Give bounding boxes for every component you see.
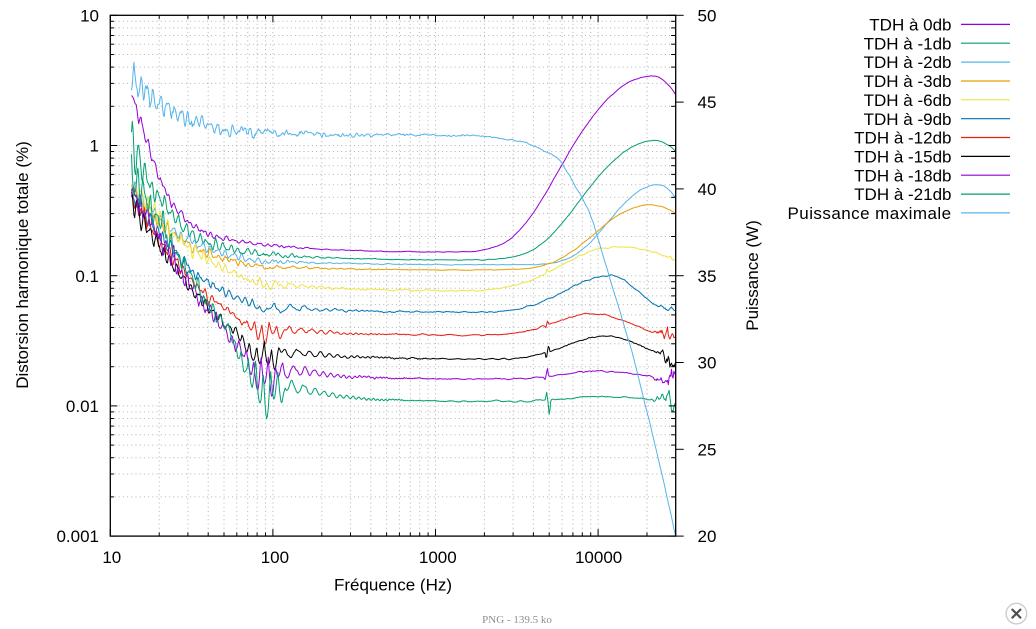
svg-text:25: 25 (698, 440, 717, 459)
svg-text:TDH à -1db: TDH à -1db (864, 34, 952, 53)
svg-text:TDH à -2db: TDH à -2db (864, 53, 952, 72)
svg-text:0.001: 0.001 (56, 527, 99, 546)
svg-text:50: 50 (698, 6, 717, 25)
svg-text:TDH à -12db: TDH à -12db (854, 129, 951, 148)
svg-text:TDH à -6db: TDH à -6db (864, 91, 952, 110)
svg-text:0.1: 0.1 (75, 267, 99, 286)
svg-text:100: 100 (261, 548, 289, 567)
svg-text:TDH à -18db: TDH à -18db (854, 166, 951, 185)
svg-text:TDH à -21db: TDH à -21db (854, 185, 951, 204)
svg-text:Puissance maximale: Puissance maximale (788, 204, 952, 223)
svg-text:TDH à -9db: TDH à -9db (864, 110, 952, 129)
svg-text:TDH à -15db: TDH à -15db (854, 148, 951, 167)
svg-text:30: 30 (698, 354, 717, 373)
svg-text:TDH à -3db: TDH à -3db (864, 72, 952, 91)
svg-text:35: 35 (698, 267, 717, 286)
svg-text:1: 1 (90, 137, 99, 156)
svg-text:10: 10 (102, 548, 121, 567)
svg-text:20: 20 (698, 527, 717, 546)
svg-text:10000: 10000 (575, 548, 622, 567)
svg-text:1000: 1000 (419, 548, 457, 567)
svg-text:Distorsion harmonique totale (: Distorsion harmonique totale (%) (13, 141, 32, 389)
svg-text:40: 40 (698, 180, 717, 199)
svg-text:45: 45 (698, 93, 717, 112)
svg-text:10: 10 (80, 6, 99, 25)
svg-text:Fréquence (Hz): Fréquence (Hz) (334, 576, 452, 595)
svg-text:Puissance (W): Puissance (W) (743, 220, 762, 331)
svg-text:PNG - 139.5 ko: PNG - 139.5 ko (482, 614, 552, 626)
svg-text:0.01: 0.01 (66, 397, 99, 416)
svg-text:TDH à 0db: TDH à 0db (869, 16, 951, 35)
